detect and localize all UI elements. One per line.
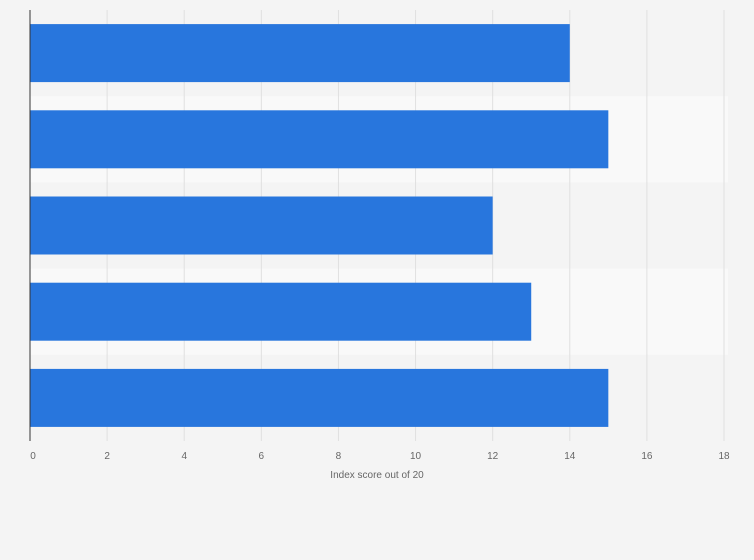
x-tick-label: 10: [410, 451, 422, 462]
x-tick-label: 8: [336, 451, 342, 462]
x-tick-label: 14: [564, 451, 576, 462]
bar: [30, 368, 609, 427]
bar: [30, 196, 493, 255]
x-tick-label: 6: [259, 451, 265, 462]
x-tick-label: 12: [487, 451, 499, 462]
x-axis-ticks: 0 2 4 6 8 10 12 14 16 18: [30, 451, 730, 462]
x-tick-label: 18: [718, 451, 730, 462]
x-tick-label: 0: [30, 451, 36, 462]
bar: [30, 110, 609, 169]
x-axis-title: Index score out of 20: [330, 470, 424, 481]
bar: [30, 282, 532, 341]
bars: [30, 24, 609, 427]
bar: [30, 24, 570, 83]
x-tick-label: 2: [104, 451, 110, 462]
x-tick-label: 16: [641, 451, 653, 462]
x-tick-label: 4: [181, 451, 187, 462]
